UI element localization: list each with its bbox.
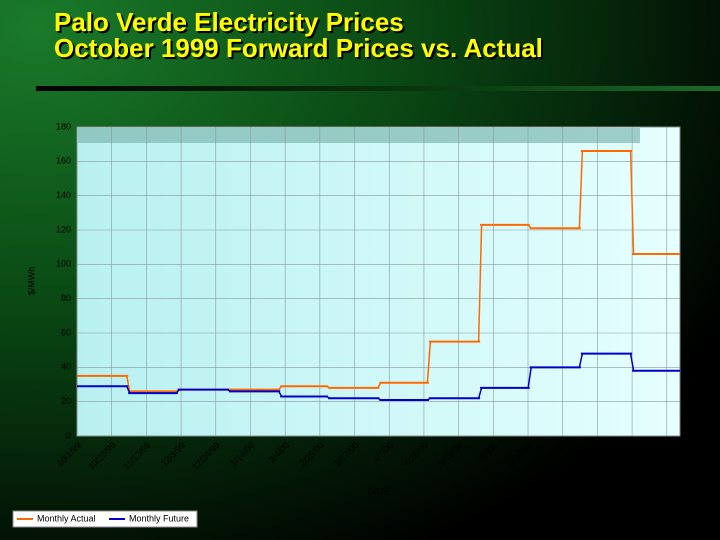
- y-tick-label: 100: [56, 259, 71, 269]
- step-riser: [125, 375, 131, 392]
- legend: Monthly Actual Monthly Future: [12, 510, 198, 528]
- step-riser: [126, 385, 131, 394]
- legend-label: Monthly Actual: [37, 513, 96, 523]
- y-tick-label: 0: [66, 430, 71, 440]
- step-riser: [426, 341, 432, 383]
- x-axis-label: DATE: [367, 486, 390, 496]
- step-riser: [527, 367, 532, 389]
- step-riser: [629, 151, 635, 255]
- step-riser: [578, 353, 584, 368]
- y-tick-label: 20: [61, 396, 71, 406]
- step-riser: [477, 387, 483, 399]
- step-riser: [477, 224, 483, 342]
- subtitle-shadow: October 1999 Forward Prices vs. Actual: [56, 35, 545, 65]
- y-tick-label: 160: [56, 156, 71, 166]
- y-tick-label: 180: [56, 121, 71, 131]
- legend-label: Monthly Future: [129, 513, 189, 523]
- y-tick-label: 120: [56, 224, 71, 234]
- title-rule: [36, 86, 720, 91]
- series: [77, 150, 680, 393]
- chart-title: Palo Verde Electricity Prices: [54, 7, 404, 37]
- series: [77, 352, 680, 401]
- title-block: Palo Verde Electricity Prices Palo Verde…: [54, 7, 545, 65]
- y-axis-label: $/MWh: [26, 267, 36, 296]
- y-tick-label: 60: [61, 327, 71, 337]
- plot-area: [76, 126, 681, 437]
- step-riser: [578, 151, 584, 229]
- step-riser: [629, 353, 635, 371]
- legend-box: [12, 510, 198, 528]
- y-tick-label: 40: [61, 362, 71, 372]
- chart-subtitle: October 1999 Forward Prices vs. Actual: [54, 33, 543, 63]
- y-tick-label: 80: [61, 293, 71, 303]
- plot-band: [78, 128, 640, 143]
- y-tick-label: 140: [56, 190, 71, 200]
- title-shadow: Palo Verde Electricity Prices: [56, 9, 406, 39]
